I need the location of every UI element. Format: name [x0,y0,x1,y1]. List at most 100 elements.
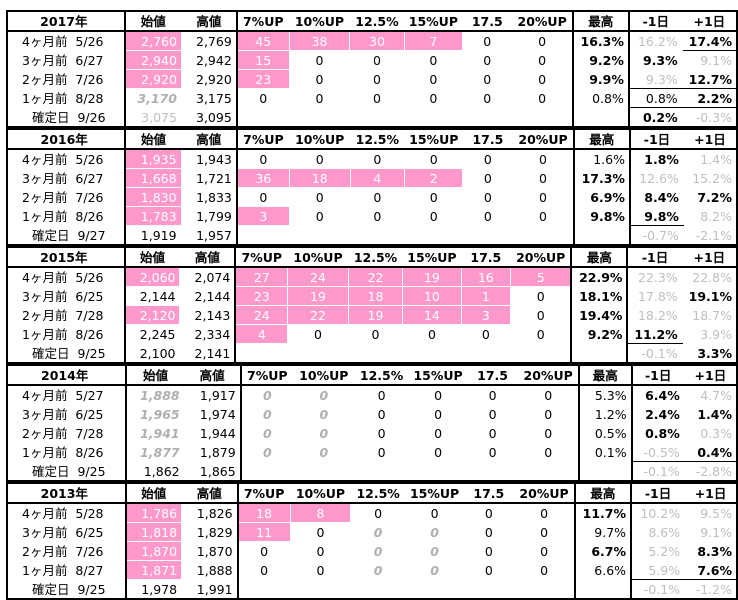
cell-c17: 3 [461,305,511,325]
cell-c10: 0 [319,406,329,422]
cell-p1: 8.2% [683,206,738,226]
cell-c15: 0 [429,208,438,224]
cell-c7 [240,461,294,482]
table-row: 2ヶ月前 7/26 1,870 1,870 0 0 0 0 0 0 6.7% 5.2% 8.3% [6,541,738,561]
table-row: 1ヶ月前 8/26 1,783 1,799 3 0 0 0 0 0 9.8% 9.8% 8.2% [5,206,738,226]
cell-c10: 24 [287,267,349,287]
column-header: -1日 [631,482,685,504]
cell-c15: 0 [434,406,443,422]
year-label: 2014年 [5,364,128,386]
cell-p1: 12.7% [682,69,738,89]
cell-open: 2,245 [139,326,176,342]
cell-c17: 0 [483,151,492,167]
cell-max: 5.3% [578,385,633,405]
year-table-0: 2017年 始値 高値 7%UP 10%UP 12.5% 15%UP 17.5 20%UP 最高 -… [6,10,738,128]
cell-c7 [236,107,290,128]
cell-c7: 24 [235,305,288,325]
row-label: 1ヶ月前 8/28 [6,88,126,108]
column-header: 12.5% [354,364,409,386]
cell-c20: 0 [512,50,574,70]
cell-max: 1.2% [578,404,633,424]
row-label: 確定日 9/25 [5,461,128,482]
cell-m1: 9.3% [642,52,678,68]
table-row: 1ヶ月前 8/27 1,871 1,888 0 0 0 0 0 0 6.6% 5.9% 7.6% [6,560,738,580]
cell-c17: 0 [488,387,497,403]
cell-c15: 19 [402,267,462,287]
cell-high: 1,865 [184,461,242,482]
cell-open: 2,100 [124,343,180,364]
column-header: 始値 [124,246,180,268]
row-label: 1ヶ月前 8/26 [6,324,126,344]
cell-open: 1,965 [140,406,180,422]
cell-c7: 27 [235,267,288,287]
cell-c7: 3 [236,206,290,226]
cell-c12: 0 [371,326,380,342]
column-header: 最高 [578,364,633,386]
year-table-4: 2013年 始値 高値 7%UP 10%UP 12.5% 15%UP 17.5 20%UP 最高 -… [6,482,738,600]
table-row: 1ヶ月前 8/26 1,877 1,879 0 0 0 0 0 0 0.1% -0.5% 0.4% [5,442,738,462]
column-header: 12.5% [349,10,405,32]
cell-c15: 0 [430,543,439,559]
cell-m1: 0.8% [628,88,683,108]
cell-c20: 0 [512,149,575,169]
cell-c7: 4 [235,324,288,344]
cell-c10: 22 [287,305,349,325]
cell-c15 [402,343,462,364]
cell-c7: 0 [259,90,268,106]
column-header: 15%UP [402,246,462,268]
cell-c12: 0 [373,562,383,578]
column-header: +1日 [682,246,738,268]
column-header: 高値 [181,128,238,150]
row-label: 3ヶ月前 6/25 [6,286,126,306]
column-header: 12.5% [350,128,405,150]
cell-c17: 0 [488,406,497,422]
column-header: 始値 [124,10,182,32]
cell-max: 0.8% [572,88,630,108]
header-row: 2017年 始値 高値 7%UP 10%UP 12.5% 15%UP 17.5 20%UP 最高 -… [6,10,738,32]
cell-c12: 30 [349,31,405,51]
column-header: 高値 [184,364,242,386]
cell-c15 [404,107,463,128]
row-label: 確定日 9/25 [6,343,126,364]
cell-c7: 0 [259,189,268,205]
cell-max: 6.9% [573,187,631,207]
column-header: 15%UP [404,128,463,150]
column-header: 15%UP [404,10,463,32]
row-label: 4ヶ月前 5/26 [6,31,126,51]
header-row: 2014年 始値 高値 7%UP 10%UP 12.5% 15%UP 17.5 20%UP 最高 -… [5,364,738,386]
cell-p1: 1.4% [684,404,738,424]
table-row: 2ヶ月前 7/28 2,120 2,143 24 22 19 14 3 0 19.4% 18.2% 1… [6,305,738,325]
cell-m1: -0.7% [629,225,684,246]
table-row: 確定日 9/25 1,978 1,991 -0.1% -1.2% [6,579,738,600]
cell-c20: 0 [513,541,576,561]
year-table-2: 2015年 始値 高値 7%UP 10%UP 12.5% 15%UP 17.5 20%UP 最高 -… [6,246,738,364]
cell-max [571,343,629,364]
cell-c15: 0 [434,387,443,403]
cell-open: 1,888 [140,387,180,403]
cell-c10: 0 [315,71,324,87]
row-label: 4ヶ月前 5/28 [6,503,127,523]
table-row: 1ヶ月前 8/28 3,170 3,175 0 0 0 0 0 0 0.8% 0.8% 2.2% [6,88,738,108]
cell-p1: 1.4% [683,149,738,169]
column-header: 20%UP [513,482,576,504]
column-header: 10%UP [289,128,351,150]
cell-c17 [461,343,511,364]
column-header: 最高 [571,246,629,268]
column-header: 7%UP [236,10,290,32]
cell-open: 1,871 [125,560,182,580]
cell-c20 [513,579,576,600]
cell-c17: 0 [483,71,492,87]
cell-p1: -2.1% [683,225,738,246]
cell-high: 2,143 [179,305,237,325]
cell-p1: -0.3% [682,107,738,128]
cell-open: 2,144 [139,288,176,304]
cell-c20 [517,461,580,482]
cell-c15 [404,225,463,246]
cell-m1: 11.2% [627,324,683,344]
cell-c7: 23 [236,69,290,89]
column-header: 17.5 [461,246,511,268]
cell-c7 [237,579,291,600]
cell-c10: 0 [316,562,325,578]
cell-c12: 0 [377,387,386,403]
cell-c7: 0 [260,562,269,578]
